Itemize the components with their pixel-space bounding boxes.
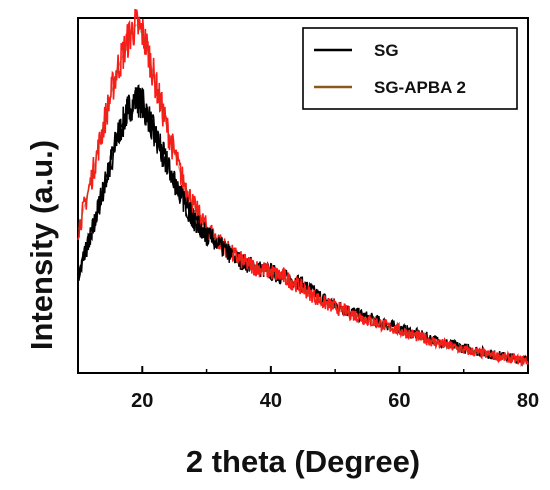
series-line-core [77,24,528,363]
legend-label-sg-apba-2: SG-APBA 2 [374,78,466,97]
y-axis-label: Intensity (a.u.) [24,140,59,350]
plot-frame [77,17,529,374]
x-tick-label-20: 20 [131,390,153,412]
plot-border [77,17,529,374]
x-tick-label-60: 60 [388,390,410,412]
series-layer [77,8,529,367]
series-sg [77,87,529,367]
x-axis-label: 2 theta (Degree) [186,444,420,479]
legend-label-sg: SG [374,41,399,60]
legend: SG SG-APBA 2 [302,27,518,110]
x-axis-ticks: 20 40 60 80 [77,366,539,412]
legend-box [302,27,518,110]
x-tick-label-40: 40 [260,390,282,412]
series-line [77,84,234,283]
x-tick-label-80: 80 [517,390,539,412]
series-sg-top [77,84,234,283]
series-line [77,87,529,367]
series-sg-apba-2 [77,8,529,367]
